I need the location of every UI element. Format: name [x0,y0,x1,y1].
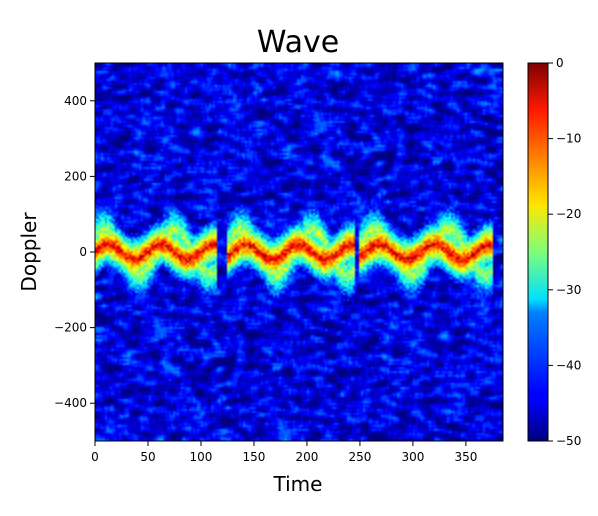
y-tick-label: −200 [54,321,87,335]
y-tick-label: 200 [64,169,87,183]
colorbar-tick-label: −20 [556,207,581,221]
x-tick-label: 100 [190,450,213,464]
y-axis-label: Doppler [17,212,41,292]
x-axis-label: Time [273,472,323,496]
x-tick-label: 150 [243,450,266,464]
x-tick-label: 0 [91,450,99,464]
colorbar [527,62,549,442]
x-tick-label: 50 [140,450,155,464]
x-tick-label: 200 [295,450,318,464]
colorbar-tick-label: 0 [556,56,564,70]
plot-area [94,62,504,442]
y-axis-ticks: 400 200 0 −200 −400 [54,94,95,410]
colorbar-tick-label: −30 [556,283,581,297]
y-tick-label: 0 [79,245,87,259]
x-tick-label: 350 [454,450,477,464]
colorbar-tick-label: −10 [556,132,581,146]
chart-title: Wave [257,25,339,60]
x-axis-ticks: 0 50 100 150 200 250 300 350 [91,441,477,464]
colorbar-tick-label: −40 [556,358,581,372]
y-tick-label: 400 [64,94,87,108]
y-tick-label: −400 [54,396,87,410]
colorbar-ticks: 0 −10 −20 −30 −40 −50 [548,56,581,448]
heatmap-image [95,63,503,441]
x-tick-label: 300 [401,450,424,464]
x-tick-label: 250 [348,450,371,464]
colorbar-tick-label: −50 [556,434,581,448]
